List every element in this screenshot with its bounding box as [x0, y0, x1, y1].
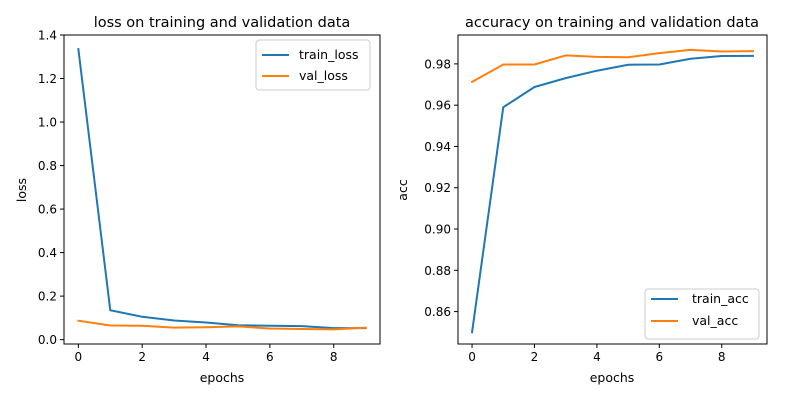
legend-label-train-acc: train_acc — [692, 291, 749, 306]
accuracy-y-tick-label: 0.92 — [424, 181, 451, 195]
accuracy-x-tick-label: 4 — [593, 350, 601, 364]
loss-y-tick-label: 0.6 — [38, 203, 57, 217]
legend-label-val-acc: val_acc — [692, 313, 738, 328]
loss-legend: train_loss val_loss — [255, 39, 371, 91]
loss-y-tick-label: 0.2 — [38, 290, 57, 304]
loss-y-tick-label: 1.2 — [38, 72, 57, 86]
accuracy-y-axis-label: acc — [395, 179, 410, 201]
accuracy-y-tick-label: 0.94 — [424, 140, 451, 154]
loss-legend-box — [255, 39, 371, 91]
loss-chart-title: loss on training and validation data — [94, 15, 351, 31]
accuracy-x-tick-label: 8 — [718, 350, 726, 364]
legend-label-train-loss: train_loss — [299, 47, 359, 62]
accuracy-y-tick-label: 0.98 — [424, 57, 451, 71]
loss-y-tick-label: 1.0 — [38, 116, 57, 130]
accuracy-x-axis-label: epochs — [590, 370, 635, 385]
loss-series-train-loss — [77, 48, 367, 330]
loss-y-axis-label: loss — [14, 178, 29, 202]
loss-x-tick-label: 6 — [266, 350, 274, 364]
accuracy-axes-frame — [457, 34, 768, 345]
accuracy-x-tick-label: 0 — [468, 350, 476, 364]
loss-y-tick-label: 0.8 — [38, 159, 57, 173]
loss-x-tick-label: 0 — [75, 350, 83, 364]
loss-axes-frame — [63, 34, 381, 345]
loss-x-tick-label: 2 — [138, 350, 146, 364]
accuracy-y-tick-label: 0.86 — [424, 305, 451, 319]
accuracy-x-tick-label: 2 — [531, 350, 539, 364]
loss-y-tick-label: 1.4 — [38, 29, 57, 43]
accuracy-legend: train_acc val_acc — [644, 288, 760, 340]
loss-x-axis-label: epochs — [200, 370, 245, 385]
accuracy-x-tick-label: 6 — [655, 350, 663, 364]
loss-plot-area: 0 2 4 6 8 0.0 0.2 0.4 0.6 0.8 1.0 1.2 1.4 — [38, 29, 367, 364]
loss-x-tick-label: 4 — [202, 350, 210, 364]
legend-label-val-loss: val_loss — [299, 68, 348, 83]
loss-x-tick-label: 8 — [330, 350, 338, 364]
accuracy-legend-box — [644, 288, 760, 340]
loss-chart: loss on training and validation data 0 2 4… — [14, 15, 381, 385]
loss-y-tick-label: 0.4 — [38, 246, 57, 260]
accuracy-plot-area: 0 2 4 6 8 0.86 0.88 0.90 0.92 0.94 0.96 0.98 — [424, 48, 754, 364]
accuracy-chart: accuracy on training and validation data… — [395, 15, 768, 385]
accuracy-series-train-acc — [470, 54, 754, 334]
accuracy-y-tick-label: 0.96 — [424, 99, 451, 113]
loss-y-tick-label: 0.0 — [38, 333, 57, 347]
accuracy-y-tick-label: 0.88 — [424, 264, 451, 278]
loss-series-val-loss — [77, 319, 367, 331]
accuracy-y-tick-label: 0.90 — [424, 223, 451, 237]
accuracy-series-val-acc — [470, 48, 754, 84]
accuracy-chart-title: accuracy on training and validation data — [465, 15, 759, 31]
